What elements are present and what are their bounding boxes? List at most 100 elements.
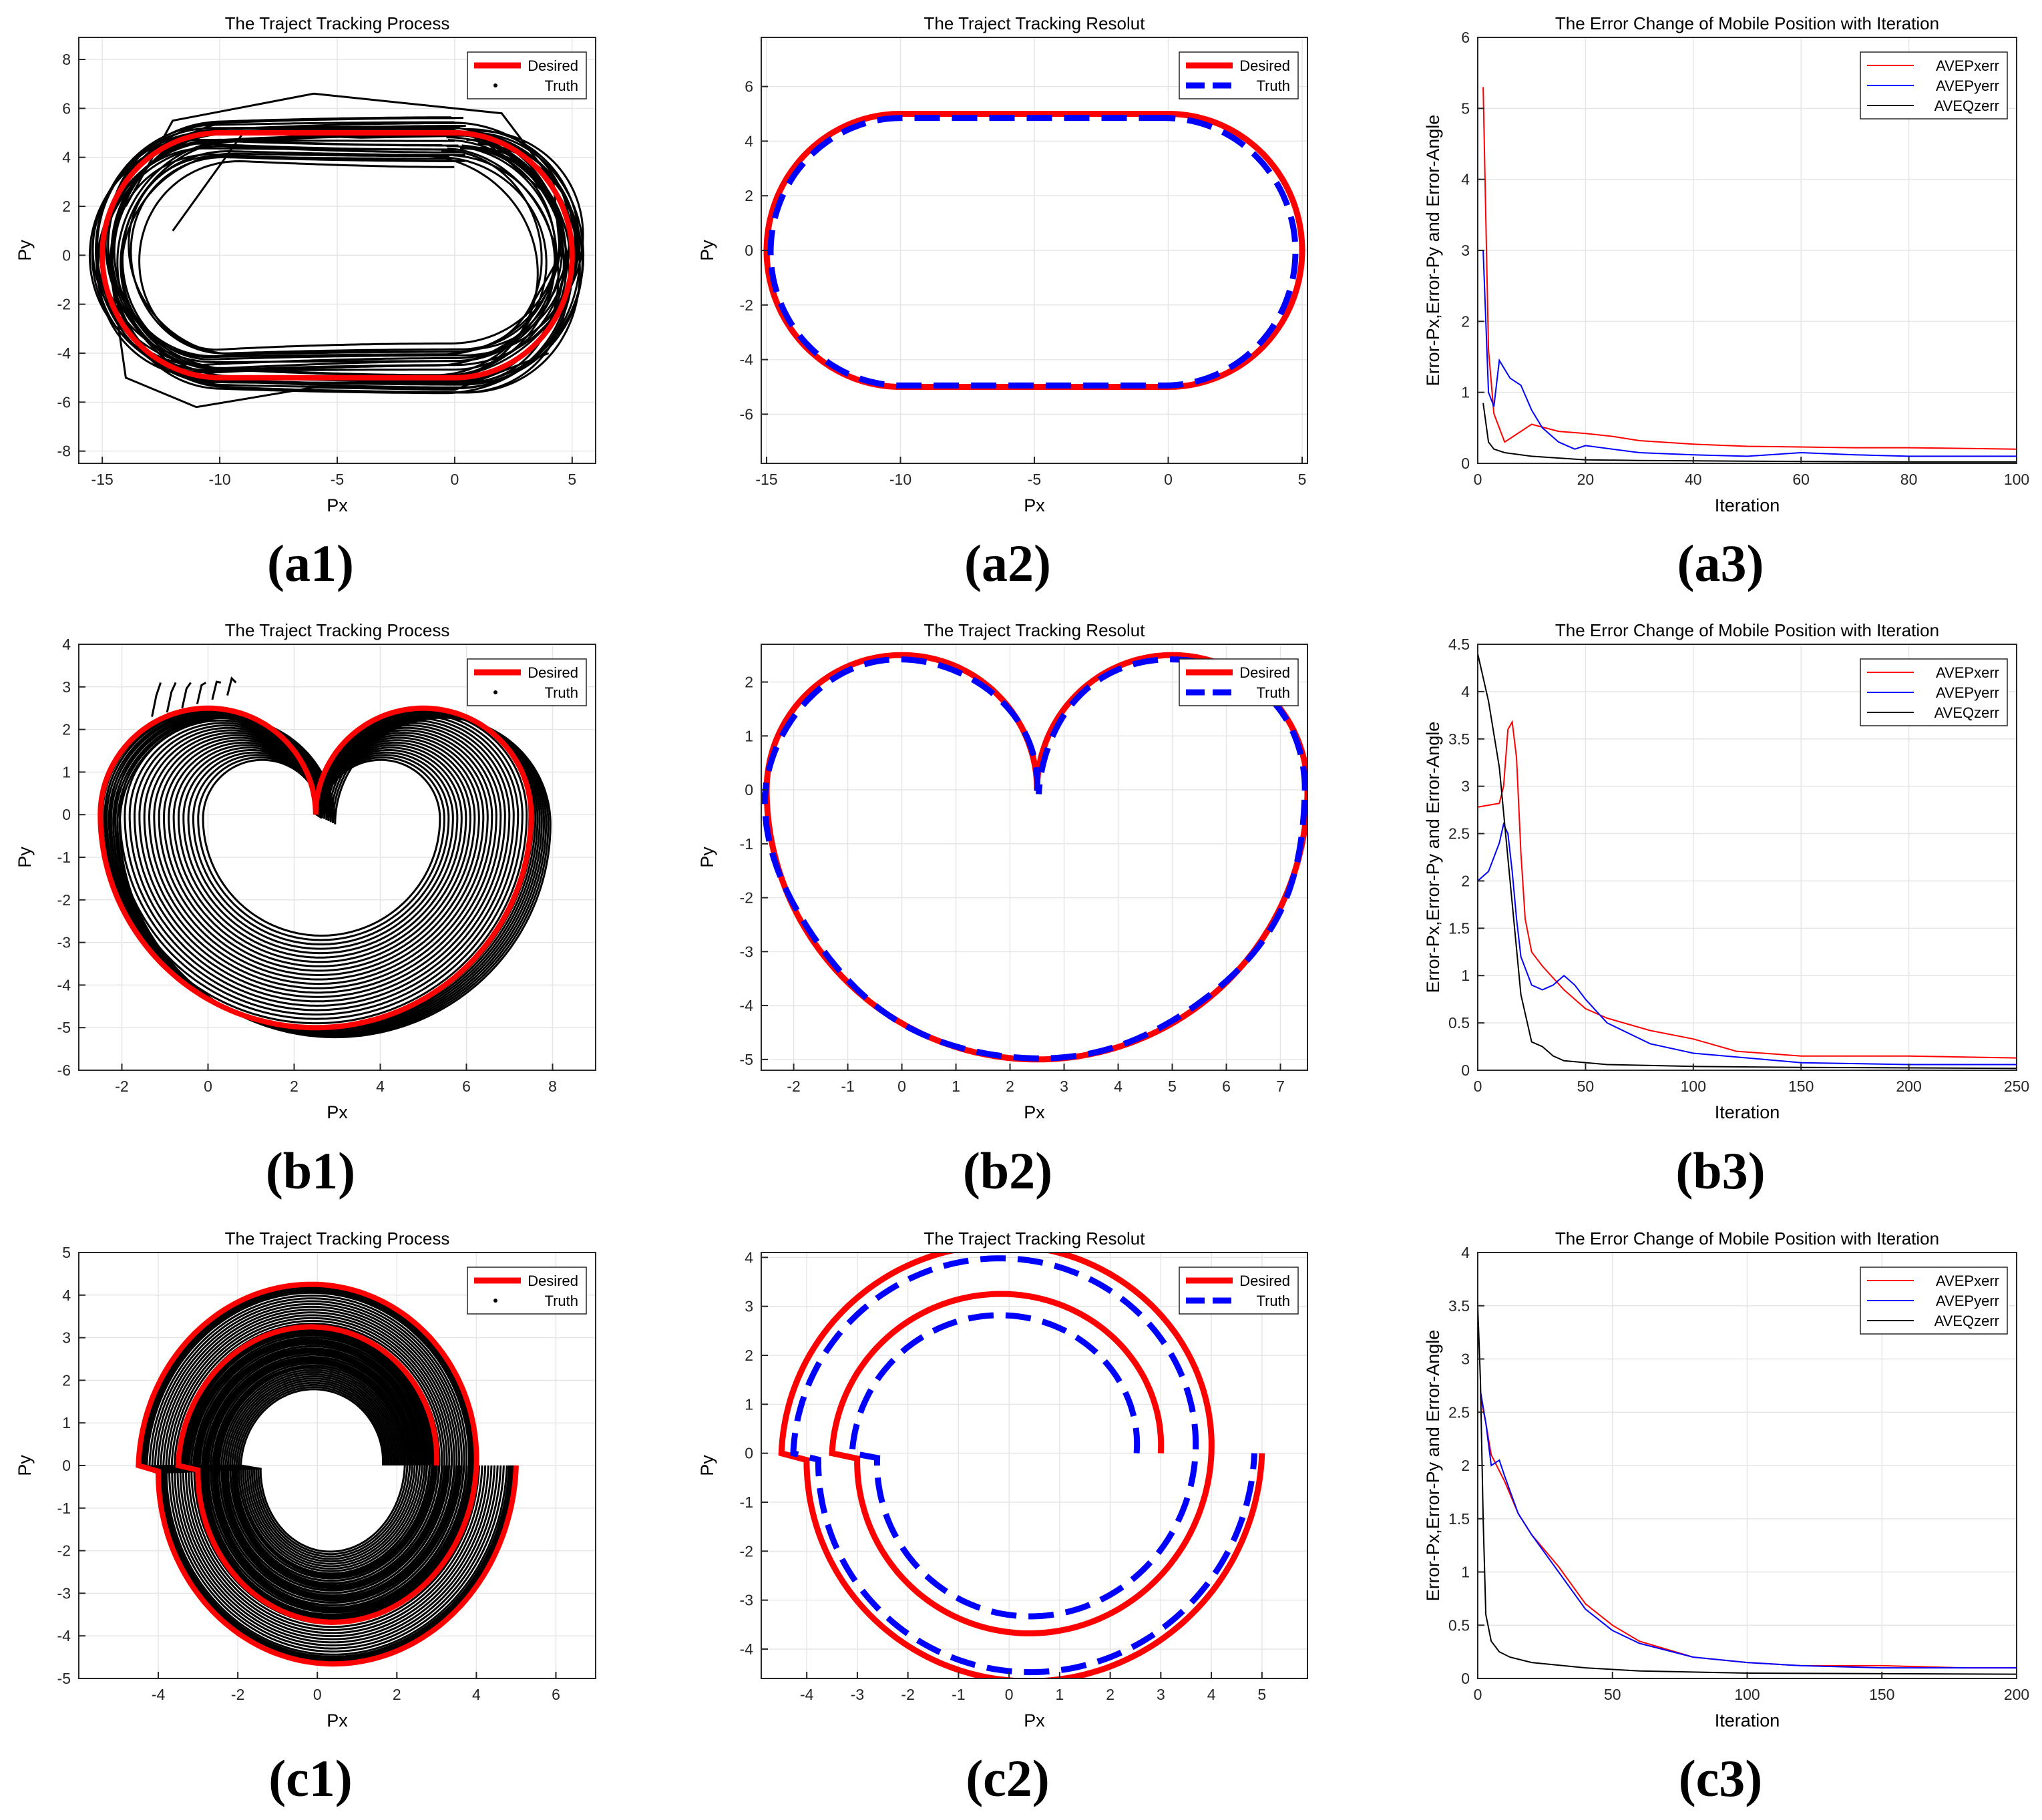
legend-label: Desired (528, 57, 578, 74)
y-tick-label: 2 (745, 187, 753, 204)
x-tick-label: 5 (568, 471, 576, 488)
y-axis-label: Py (697, 847, 717, 868)
x-tick-label: 4 (1114, 1078, 1122, 1095)
y-tick-label: 2 (745, 674, 753, 691)
y-tick-label: 4 (1461, 171, 1470, 188)
series-Truth (187, 751, 454, 950)
chart-title: The Traject Tracking Resolut (924, 13, 1146, 33)
x-tick-label: -4 (800, 1686, 814, 1703)
y-tick-label: 3 (1461, 242, 1470, 259)
series-Truth (165, 1311, 487, 1634)
y-tick-label: -3 (57, 1584, 71, 1602)
x-axis-label: Px (1024, 495, 1045, 515)
x-tick-label: -5 (1028, 471, 1041, 488)
y-tick-label: 0.5 (1448, 1014, 1470, 1032)
panel-caption: (b1) (266, 1142, 355, 1200)
x-tick-label: 5 (1168, 1078, 1177, 1095)
series-Truth (767, 115, 1299, 389)
y-tick-label: -4 (740, 1640, 754, 1658)
series-group (88, 92, 585, 409)
x-tick-label: 0 (1474, 471, 1482, 488)
series-Truth (168, 1314, 483, 1631)
panel-b3: 0 50 100 150 200 250 0 0.5 1 1.5 2 2.5 3 3.5 4 4.5 The E… (1423, 620, 2029, 1200)
x-tick-label: 50 (1577, 1078, 1595, 1095)
series-Truth (172, 132, 548, 232)
x-tick-label: -2 (231, 1686, 244, 1703)
x-tick-label: -15 (755, 471, 777, 488)
y-axis-label: Error-Px,Error-Py and Error-Angle (1423, 722, 1443, 993)
y-tick-label: 4 (62, 149, 71, 166)
legend-label: AVEPyerr (1936, 77, 1999, 94)
chart-title: The Error Change of Mobile Position with… (1555, 13, 1939, 33)
legend-label: AVEPyerr (1936, 1293, 1999, 1309)
y-axis-label: Py (697, 240, 717, 261)
series-Truth (163, 739, 476, 972)
series-AVEPxerr (1480, 1396, 2017, 1669)
x-tick-label: 2 (290, 1078, 298, 1095)
panel-caption: (a3) (1677, 534, 1764, 592)
x-tick-label: 50 (1604, 1686, 1621, 1703)
legend-label: AVEPxerr (1936, 1273, 1999, 1289)
y-tick-label: -2 (57, 1542, 71, 1560)
y-tick-label: -3 (57, 934, 71, 951)
y-tick-label: 3 (1461, 778, 1470, 795)
x-axis-label: Iteration (1715, 1102, 1780, 1122)
chart-title: The Traject Tracking Process (225, 13, 450, 33)
series-Truth (170, 1317, 480, 1628)
legend: Desired Truth (1179, 1267, 1299, 1315)
y-tick-label: 0.5 (1448, 1616, 1470, 1634)
legend-label: Truth (544, 684, 578, 701)
series-Truth (226, 676, 237, 696)
legend-box (1179, 1267, 1299, 1315)
x-tick-label: 3 (1060, 1078, 1068, 1095)
x-tick-label: 0 (897, 1078, 906, 1095)
x-tick-label: 2 (393, 1686, 401, 1703)
legend: AVEPxerr AVEPyerr AVEQzerr (1860, 658, 2008, 726)
series-Truth (148, 732, 489, 985)
x-axis-label: Iteration (1715, 1711, 1780, 1731)
y-tick-label: 0 (1461, 455, 1470, 472)
x-tick-label: 40 (1685, 471, 1702, 488)
y-tick-label: -1 (57, 849, 71, 866)
series-Truth (153, 734, 485, 981)
x-tick-label: 0 (1474, 1078, 1482, 1095)
y-tick-label: 1 (62, 1414, 71, 1431)
y-tick-label: 0 (62, 1457, 71, 1474)
series-AVEPyerr (1482, 250, 2017, 457)
axes-box (761, 644, 1308, 1071)
y-tick-label: -1 (57, 1500, 71, 1517)
series-Truth (146, 1291, 508, 1656)
legend: AVEPxerr AVEPyerr AVEQzerr (1860, 51, 2008, 120)
x-tick-label: -3 (851, 1686, 864, 1703)
series-group (763, 111, 1305, 390)
panel-caption: (c2) (966, 1749, 1050, 1807)
series-Truth (144, 1290, 510, 1658)
y-tick-label: -2 (740, 889, 753, 907)
y-axis-label: Py (697, 1455, 717, 1476)
y-tick-label: 3 (62, 678, 71, 696)
y-tick-label: -5 (57, 1670, 71, 1687)
legend-marker (493, 690, 497, 694)
series-Truth (790, 1255, 1257, 1676)
x-tick-label: 6 (462, 1078, 471, 1095)
series-Truth (101, 144, 558, 364)
y-axis-label: Py (15, 240, 35, 261)
x-tick-label: -1 (841, 1078, 854, 1095)
x-tick-label: -2 (787, 1078, 800, 1095)
series-AVEQzerr (1478, 1305, 2017, 1675)
x-tick-label: 0 (1005, 1686, 1014, 1703)
y-tick-label: 0 (745, 781, 753, 799)
series-Truth (202, 758, 441, 937)
legend-box (467, 658, 587, 706)
y-tick-label: 3 (745, 1298, 753, 1315)
panel-b1: -2 0 2 4 6 8 -6 -5 -4 -3 -2 -1 0 1 2 3 4 The Traject Trac… (15, 620, 596, 1200)
legend: Desired Truth (1179, 51, 1299, 99)
panel-b2: -2 -1 0 1 2 3 4 5 6 7 -5 -4 -3 -2 -1 0 1 2 The Traject Tra… (697, 620, 1308, 1200)
x-tick-label: -10 (208, 471, 230, 488)
x-tick-label: 4 (376, 1078, 385, 1095)
series-Truth (192, 754, 450, 945)
y-tick-label: -6 (57, 1062, 71, 1079)
x-tick-label: -1 (952, 1686, 965, 1703)
series-Truth (133, 724, 502, 998)
